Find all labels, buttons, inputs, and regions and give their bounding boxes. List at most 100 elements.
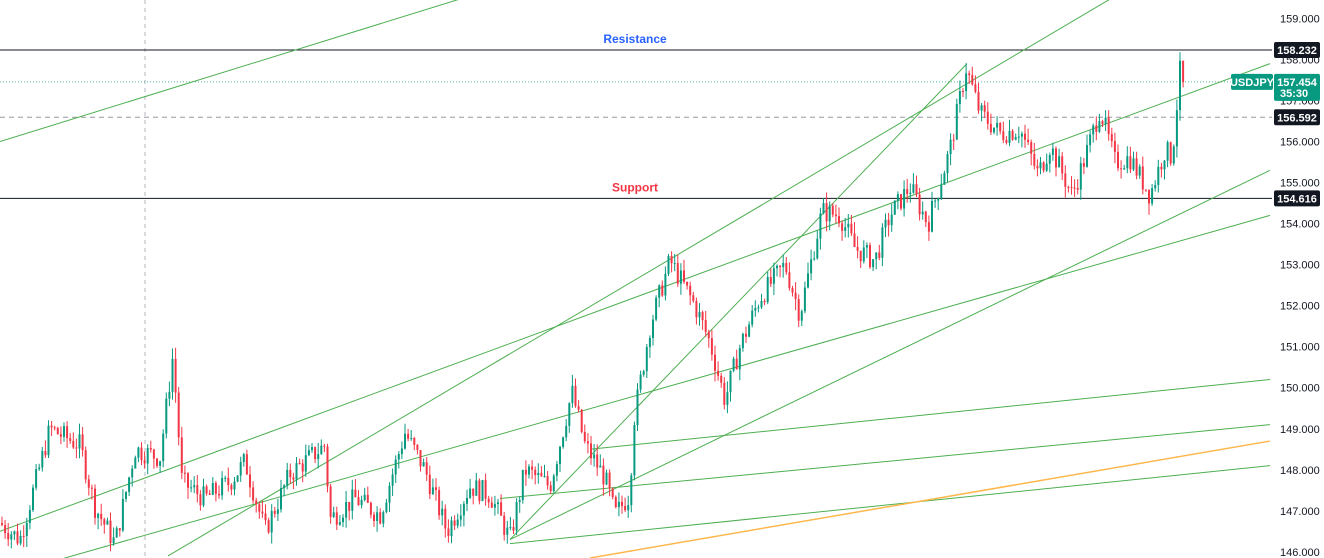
candle-86 [267, 517, 270, 534]
candle-body-102 [317, 454, 320, 460]
candle-212 [658, 284, 661, 308]
candle-body-310 [962, 90, 964, 92]
candle-body-288 [893, 200, 896, 215]
candle-354 [1098, 113, 1101, 134]
candle-284 [881, 223, 884, 267]
candle-body-299 [927, 222, 930, 232]
candle-body-222 [689, 285, 692, 296]
candle-2 [7, 522, 10, 547]
candle-211 [655, 295, 658, 322]
candle-body-253 [785, 262, 788, 273]
candle-body-218 [676, 263, 679, 284]
candle-body-82 [255, 500, 258, 505]
candle-body-381 [1182, 60, 1185, 82]
candle-body-133 [413, 437, 416, 445]
candle-body-201 [624, 505, 627, 511]
candle-body-56 [174, 358, 177, 393]
candle-217 [673, 253, 676, 272]
candle-227 [704, 310, 707, 337]
candle-body-129 [400, 448, 403, 455]
candle-376 [1166, 140, 1169, 168]
candle-76 [236, 475, 239, 483]
candle-99 [307, 445, 310, 457]
candle-body-10 [32, 487, 34, 510]
candle-body-113 [351, 489, 354, 511]
candle-12 [38, 463, 41, 471]
candle-body-50 [156, 458, 158, 466]
candle-67 [208, 489, 211, 496]
candle-256 [794, 282, 797, 311]
candle-body-98 [304, 455, 307, 472]
candle-body-150 [466, 497, 468, 504]
candle-body-217 [673, 263, 676, 265]
candle-97 [301, 459, 304, 483]
candle-70 [218, 485, 220, 499]
candle-body-200 [621, 501, 623, 506]
candle-body-339 [1051, 148, 1054, 155]
candle-body-81 [252, 487, 255, 501]
candle-183 [568, 402, 571, 433]
candle-body-207 [642, 371, 645, 375]
candle-body-184 [571, 385, 574, 404]
candle-365 [1132, 151, 1135, 172]
candle-245 [760, 293, 763, 310]
candle-body-273 [847, 223, 850, 228]
candle-41 [128, 476, 131, 496]
candle-body-179 [555, 464, 558, 476]
candle-body-229 [710, 338, 713, 355]
candle-body-106 [329, 486, 332, 517]
candle-151 [469, 478, 472, 500]
candle-body-209 [648, 337, 651, 348]
candle-body-162 [503, 515, 506, 535]
candle-body-362 [1123, 168, 1126, 170]
candle-233 [723, 377, 726, 410]
candle-134 [416, 444, 419, 455]
candle-271 [841, 220, 844, 241]
candle-body-53 [165, 398, 168, 434]
candle-88 [273, 506, 276, 518]
candle-91 [283, 484, 286, 497]
candle-340 [1055, 146, 1057, 177]
candle-201 [624, 497, 627, 513]
candle-body-370 [1148, 189, 1150, 204]
price-tick-label: 156.000 [1280, 137, 1320, 149]
candle-300 [931, 191, 933, 233]
candle-body-160 [497, 502, 499, 505]
candle-body-130 [404, 433, 406, 449]
price-tick-label: 151.000 [1280, 342, 1320, 354]
candle-body-167 [518, 500, 521, 503]
candle-164 [509, 516, 512, 531]
candle-body-269 [834, 214, 837, 217]
candle-body-165 [512, 527, 515, 531]
candle-body-277 [859, 250, 862, 262]
candle-302 [937, 197, 940, 210]
candle-body-28 [87, 479, 90, 488]
candle-body-147 [456, 519, 459, 526]
candle-197 [611, 487, 614, 500]
candle-body-99 [307, 450, 310, 456]
candle-body-378 [1172, 146, 1175, 164]
candle-body-202 [627, 505, 630, 511]
candle-322 [999, 122, 1002, 135]
candle-body-265 [822, 203, 825, 214]
candle-315 [977, 82, 980, 114]
candle-221 [686, 281, 689, 290]
candle-body-12 [38, 467, 41, 470]
candle-26 [81, 426, 84, 457]
candle-body-43 [134, 457, 137, 469]
candle-353 [1095, 116, 1098, 141]
candle-body-289 [896, 194, 899, 201]
candle-body-268 [831, 205, 834, 215]
candle-378 [1172, 144, 1175, 166]
candle-194 [602, 458, 605, 496]
candle-body-100 [311, 447, 313, 451]
trendline-3 [509, 169, 1271, 540]
candle-body-132 [410, 437, 413, 439]
candle-body-121 [376, 512, 379, 521]
candle-144 [447, 519, 450, 543]
candle-24 [75, 438, 78, 459]
candle-body-90 [280, 488, 282, 510]
candle-body-223 [692, 295, 695, 302]
candle-body-69 [214, 483, 217, 494]
